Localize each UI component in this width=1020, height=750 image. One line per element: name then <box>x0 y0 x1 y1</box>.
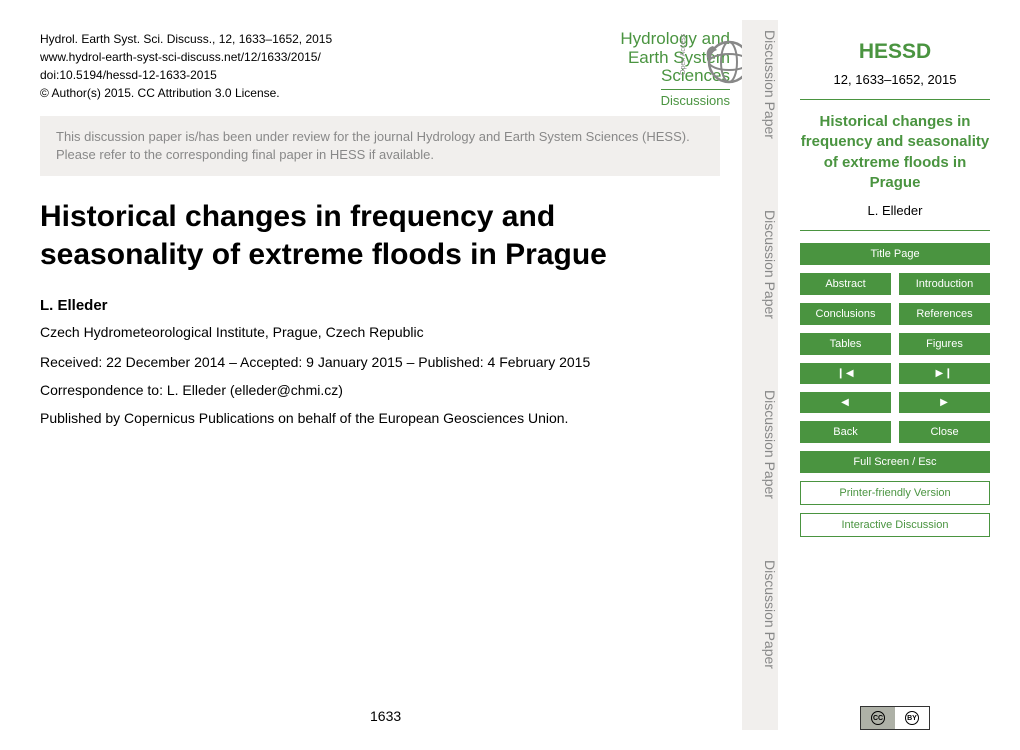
sidebar: HESSD 12, 1633–1652, 2015 Historical cha… <box>800 40 990 537</box>
first-page-button[interactable]: ❙◀ <box>800 363 891 384</box>
article-dates: Received: 22 December 2014 – Accepted: 9… <box>40 354 730 370</box>
vertical-label-4: Discussion Paper <box>742 560 778 669</box>
prev-page-button[interactable]: ◀ <box>800 392 891 413</box>
citation-copyright: © Author(s) 2015. CC Attribution 3.0 Lic… <box>40 84 460 102</box>
citation-doi: doi:10.5194/hessd-12-1633-2015 <box>40 66 460 84</box>
vertical-label-1: Discussion Paper <box>742 30 778 139</box>
last-page-button[interactable]: ▶❙ <box>899 363 990 384</box>
title-page-button[interactable]: Title Page <box>800 243 990 265</box>
vertical-label-2: Discussion Paper <box>742 210 778 319</box>
sidebar-author: L. Elleder <box>800 203 990 218</box>
print-button[interactable]: Printer-friendly Version <box>800 481 990 505</box>
close-button[interactable]: Close <box>899 421 990 443</box>
correspondence: Correspondence to: L. Elleder (elleder@c… <box>40 382 730 398</box>
sidebar-journal: HESSD <box>800 40 990 64</box>
fullscreen-button[interactable]: Full Screen / Esc <box>800 451 990 473</box>
author-affiliation: Czech Hydrometeorological Institute, Pra… <box>40 324 730 340</box>
next-page-button[interactable]: ▶ <box>899 392 990 413</box>
page-number: 1633 <box>370 708 401 724</box>
citation-url: www.hydrol-earth-syst-sci-discuss.net/12… <box>40 48 460 66</box>
vertical-label-3: Discussion Paper <box>742 390 778 499</box>
sidebar-divider <box>800 99 990 100</box>
sidebar-citation: 12, 1633–1652, 2015 <box>800 72 990 87</box>
conclusions-button[interactable]: Conclusions <box>800 303 891 325</box>
tables-button[interactable]: Tables <box>800 333 891 355</box>
cc-license-icon: CC BY <box>860 706 930 730</box>
sidebar-divider <box>800 230 990 231</box>
figures-button[interactable]: Figures <box>899 333 990 355</box>
journal-discussions: Discussions <box>661 89 730 108</box>
sidebar-title: Historical changes in frequency and seas… <box>800 112 990 193</box>
open-access-label: Open Access <box>680 34 687 75</box>
citation-block: Hydrol. Earth Syst. Sci. Discuss., 12, 1… <box>40 30 460 102</box>
review-notice: This discussion paper is/has been under … <box>40 116 720 176</box>
publisher-line: Published by Copernicus Publications on … <box>40 410 730 426</box>
article-title: Historical changes in frequency and seas… <box>40 198 720 273</box>
author-name: L. Elleder <box>40 297 730 314</box>
back-button[interactable]: Back <box>800 421 891 443</box>
introduction-button[interactable]: Introduction <box>899 273 990 295</box>
discuss-button[interactable]: Interactive Discussion <box>800 513 990 537</box>
references-button[interactable]: References <box>899 303 990 325</box>
citation-line: Hydrol. Earth Syst. Sci. Discuss., 12, 1… <box>40 30 460 48</box>
abstract-button[interactable]: Abstract <box>800 273 891 295</box>
